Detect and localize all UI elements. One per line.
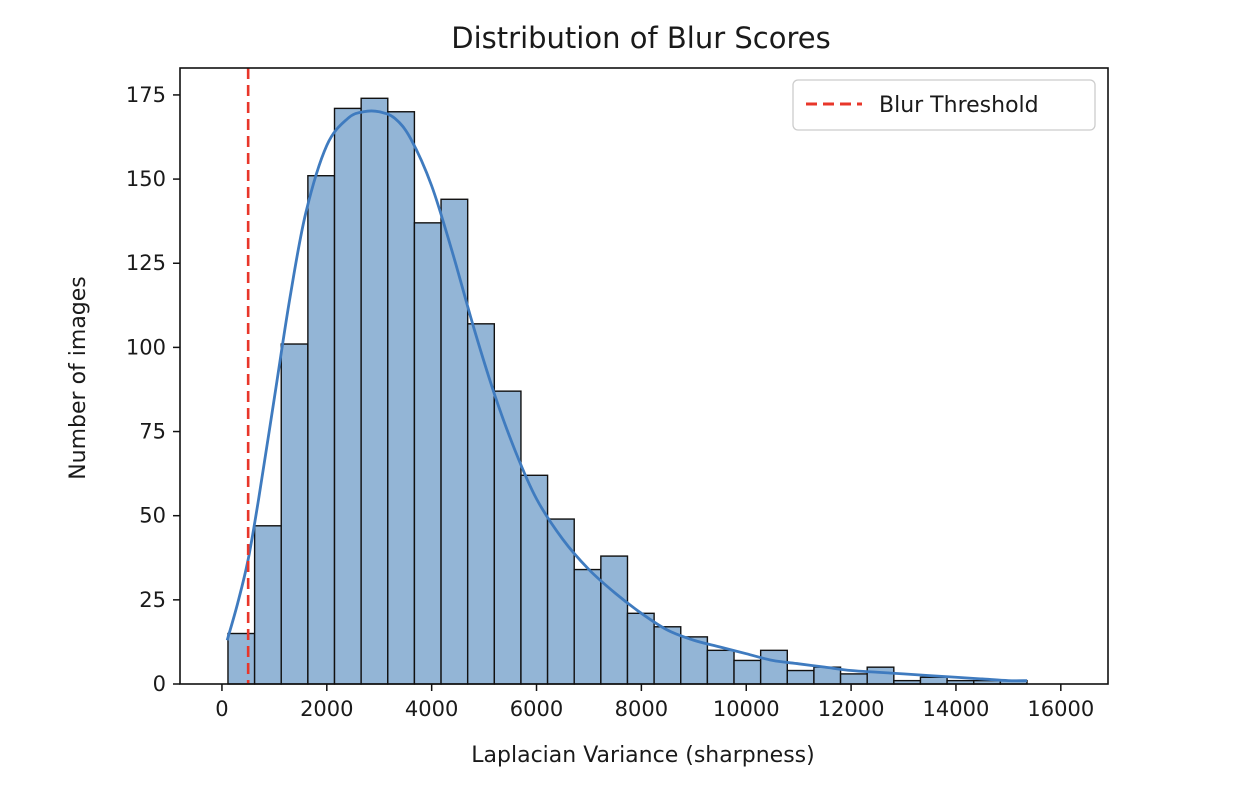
histogram-bar xyxy=(839,673,868,685)
histogram-bar xyxy=(440,198,469,685)
histogram-bar xyxy=(600,555,629,685)
histogram-bar xyxy=(333,107,362,685)
y-tick-label: 175 xyxy=(126,83,166,107)
x-axis-ticks: 0 2000 4000 6000 8000 10000 12000 14000 16000 xyxy=(215,684,1094,721)
x-tick-label: 0 xyxy=(215,697,228,721)
y-axis-title: Number of images xyxy=(66,276,91,480)
histogram-bar xyxy=(733,659,762,685)
histogram-bar xyxy=(227,632,256,685)
x-tick-label: 14000 xyxy=(923,697,990,721)
histogram-bar xyxy=(626,612,655,685)
histogram-bar xyxy=(253,525,282,685)
y-tick-label: 150 xyxy=(126,167,166,191)
x-tick-label: 6000 xyxy=(510,697,563,721)
y-tick-label: 0 xyxy=(153,672,166,696)
histogram-bar xyxy=(413,222,442,685)
histogram-bar xyxy=(919,676,948,685)
histogram-bar xyxy=(387,111,416,685)
histogram-bar xyxy=(786,669,815,685)
histogram-bar xyxy=(493,390,522,685)
y-tick-label: 125 xyxy=(126,251,166,275)
x-tick-label: 4000 xyxy=(405,697,458,721)
histogram-bar xyxy=(759,649,788,685)
x-tick-label: 12000 xyxy=(818,697,885,721)
histogram-bar xyxy=(866,666,895,685)
histogram-bar xyxy=(573,568,602,685)
y-tick-label: 75 xyxy=(139,420,166,444)
y-tick-label: 25 xyxy=(139,588,166,612)
y-tick-label: 100 xyxy=(126,335,166,359)
histogram-bar xyxy=(307,175,336,685)
x-tick-label: 2000 xyxy=(300,697,353,721)
legend: Blur Threshold xyxy=(792,79,1096,131)
y-axis-ticks: 0 25 50 75 100 125 150 175 xyxy=(126,83,180,696)
chart-title: Distribution of Blur Scores xyxy=(451,21,830,55)
histogram-bar xyxy=(360,97,389,685)
histogram-bar xyxy=(520,474,549,685)
legend-box xyxy=(792,79,1096,131)
kde-curve xyxy=(225,109,1028,683)
histogram-bars xyxy=(227,97,1028,685)
histogram-bar xyxy=(280,343,309,685)
x-axis-title: Laplacian Variance (sharpness) xyxy=(471,743,814,768)
legend-threshold-label: Blur Threshold xyxy=(879,93,1039,118)
kde-line xyxy=(225,109,1028,683)
histogram-bar xyxy=(706,649,735,685)
y-tick-label: 50 xyxy=(139,504,166,528)
plot-frame xyxy=(179,67,1109,685)
x-tick-label: 16000 xyxy=(1027,697,1094,721)
histogram-bar xyxy=(546,518,575,685)
x-tick-label: 8000 xyxy=(615,697,668,721)
x-tick-label: 10000 xyxy=(713,697,780,721)
